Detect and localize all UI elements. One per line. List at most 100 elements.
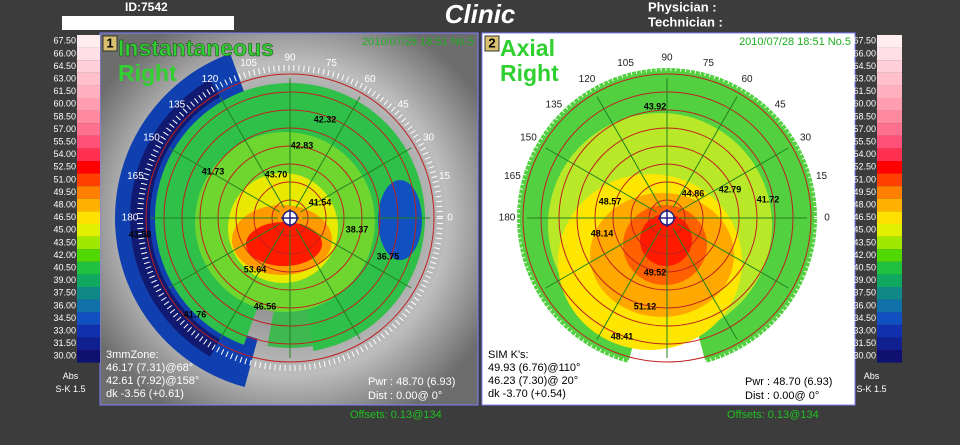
meridian (168, 147, 280, 213)
reading: 41.54 (309, 197, 332, 207)
scale-label: 31.50 (853, 338, 876, 348)
zone-line: 49.93 (6.76)@110° (488, 362, 580, 374)
scale-label: 37.50 (853, 288, 876, 298)
reading: 41.76 (184, 309, 207, 319)
reading: 42.32 (314, 114, 337, 124)
panel-number-box (484, 35, 500, 52)
scale-label: 36.00 (853, 300, 876, 310)
map-region (115, 53, 258, 388)
scale-label: 34.50 (853, 313, 876, 323)
panel-number: 1 (106, 35, 113, 50)
scale-swatch (77, 236, 100, 250)
scale-swatch (77, 35, 100, 48)
offsets: Offsets: 0.13@134 (727, 409, 819, 421)
scale-label: 58.50 (53, 111, 76, 121)
angle-label: 135 (546, 100, 563, 111)
scale-swatch (877, 135, 902, 149)
scale-swatch (77, 211, 100, 224)
scale-label: 42.00 (53, 250, 76, 260)
scale-swatch (77, 123, 100, 136)
scale-label: 52.50 (53, 162, 76, 172)
reading: 46.56 (254, 301, 277, 311)
scale-mode: Abs (864, 371, 880, 381)
reading: 41.73 (202, 166, 225, 176)
angle-label: 45 (398, 100, 410, 111)
scale-swatch (877, 35, 902, 48)
scale-swatch (877, 299, 902, 313)
reading: 36.75 (377, 251, 400, 261)
scale-swatch (877, 350, 902, 363)
power: Pwr : 48.70 (6.93) (745, 376, 832, 388)
scale-swatch (77, 299, 100, 313)
scale-label: 43.50 (53, 237, 76, 247)
scale-label: 57.00 (853, 124, 876, 134)
angle-label: 150 (520, 133, 537, 144)
scale-label: 66.00 (853, 48, 876, 58)
scale-swatch (77, 287, 100, 300)
scale-label: 67.50 (853, 36, 876, 46)
scale-label: 61.50 (853, 86, 876, 96)
scale-swatch (77, 224, 100, 237)
tick-ring (137, 65, 443, 371)
scale-swatch (77, 249, 100, 262)
scale-swatch (77, 337, 100, 350)
scale-swatch (77, 47, 100, 61)
reading: 48.41 (611, 331, 634, 341)
scale-label: 30.00 (853, 351, 876, 361)
scale-swatch (877, 224, 902, 237)
reading: 49.52 (644, 267, 667, 277)
scale-label: 42.00 (853, 250, 876, 260)
angle-label: 90 (284, 53, 296, 64)
reading: 42.79 (719, 184, 742, 194)
reading: 44.86 (682, 188, 705, 198)
scale-swatch (77, 173, 100, 187)
meridian (672, 96, 738, 208)
scale-swatch (877, 123, 902, 136)
ring (145, 73, 435, 363)
scale-label: 40.50 (53, 262, 76, 272)
map-type: Instantaneous (118, 35, 274, 61)
angle-label: 105 (617, 58, 634, 69)
physician: Physician : (648, 0, 717, 14)
scale-swatch (877, 249, 902, 262)
scale-label: 39.00 (53, 275, 76, 285)
angle-label: 75 (326, 58, 338, 69)
angle-label: 0 (824, 213, 830, 224)
meridian (672, 228, 738, 340)
scale-label: 30.00 (53, 351, 76, 361)
reading: 42.83 (291, 140, 314, 150)
map-1: 0 15 30 45 60 75 90 105 120 135 150 165 180 42.32 42.8… (115, 53, 453, 388)
angle-label: 15 (816, 171, 828, 182)
panel-number: 2 (488, 35, 495, 50)
scale-label: 66.00 (53, 48, 76, 58)
angle-label: 105 (240, 58, 257, 69)
reading: 53.64 (244, 264, 267, 274)
scale-label: 40.50 (853, 262, 876, 272)
scale-label: 61.50 (53, 86, 76, 96)
scale-label: 37.50 (53, 288, 76, 298)
scale-swatch (877, 47, 902, 61)
scale-swatch (77, 148, 100, 161)
meridian (219, 228, 285, 340)
angle-label: 75 (703, 58, 715, 69)
scale-label: 55.50 (53, 136, 76, 146)
scale-swatch (77, 261, 100, 275)
scale-swatch (77, 350, 100, 363)
scale-swatch (77, 85, 100, 98)
scale-swatch (877, 161, 902, 174)
scale-label: 46.50 (53, 212, 76, 222)
scale-label: 57.00 (53, 124, 76, 134)
patient-id: ID:7542 (125, 0, 168, 14)
meridian (295, 228, 361, 340)
angle-label: 30 (423, 133, 435, 144)
scale-label: 48.00 (53, 199, 76, 209)
scale-swatch (877, 337, 902, 350)
timestamp: 2010/07/28 18:51 No.5 (362, 36, 474, 48)
scale-label: 51.00 (853, 174, 876, 184)
scale-swatch (77, 161, 100, 174)
reading: 43.58 (129, 229, 152, 239)
scale-swatch (877, 198, 902, 212)
meridian (219, 96, 285, 208)
scale-swatch (877, 211, 902, 224)
